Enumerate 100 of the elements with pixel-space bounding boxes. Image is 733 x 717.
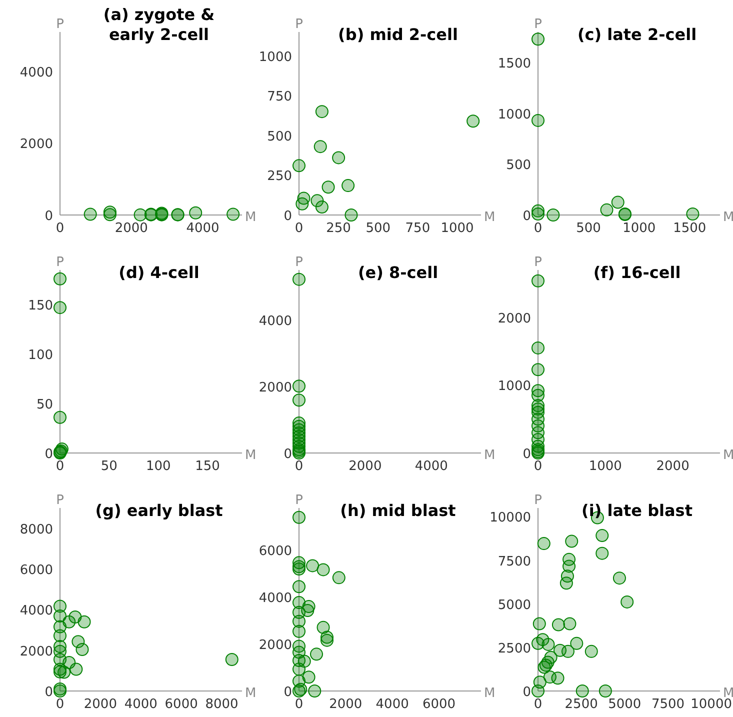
y-axis-title: P bbox=[56, 17, 64, 32]
x-axis-title: M bbox=[245, 686, 256, 701]
point bbox=[620, 595, 634, 608]
y-tick-label: 50 bbox=[36, 398, 53, 413]
chart-title: (c) late 2-cell bbox=[577, 25, 697, 44]
y-tick-label: 1000 bbox=[258, 50, 292, 65]
x-tick-label: 750 bbox=[405, 221, 430, 236]
y-tick-label: 500 bbox=[506, 158, 531, 174]
point bbox=[532, 274, 544, 288]
point bbox=[54, 684, 66, 698]
point bbox=[314, 140, 327, 154]
x-tick-label: 4000 bbox=[186, 221, 220, 236]
point bbox=[76, 643, 89, 656]
x-tick-label: 0 bbox=[534, 459, 542, 474]
y-axis-title: P bbox=[56, 255, 64, 270]
x-tick-label: 2000 bbox=[348, 459, 382, 474]
y-tick-label: 2000 bbox=[258, 638, 292, 654]
chart-title: (d) 4-cell bbox=[118, 263, 200, 282]
y-tick-label: 2000 bbox=[20, 137, 53, 152]
y-tick-label: 750 bbox=[267, 90, 292, 105]
x-tick-label: 1000 bbox=[622, 221, 656, 236]
x-tick-label: 0 bbox=[56, 221, 64, 236]
point bbox=[68, 610, 82, 624]
y-tick-label: 6000 bbox=[258, 544, 292, 560]
chart-title: (g) early blast bbox=[95, 501, 224, 520]
point bbox=[54, 629, 66, 642]
y-tick-label: 7500 bbox=[498, 554, 531, 570]
point bbox=[225, 652, 238, 666]
y-tick-label: 0 bbox=[284, 685, 292, 700]
point bbox=[532, 363, 544, 376]
x-tick-label: 250 bbox=[326, 221, 351, 236]
point bbox=[552, 618, 565, 632]
point bbox=[308, 684, 322, 698]
point bbox=[570, 636, 584, 650]
x-tick-label: 1000 bbox=[588, 459, 622, 474]
chart-title: (f) 16-cell bbox=[593, 263, 681, 282]
x-tick-label: 1500 bbox=[673, 221, 706, 236]
x-tick-label: 50 bbox=[100, 459, 118, 474]
y-tick-label: 4000 bbox=[258, 314, 292, 329]
y-tick-label: 0 bbox=[44, 447, 53, 462]
point bbox=[612, 572, 626, 585]
chart-title: (h) mid blast bbox=[340, 501, 456, 520]
point bbox=[298, 654, 311, 668]
point bbox=[466, 114, 480, 128]
point bbox=[292, 624, 306, 638]
point bbox=[292, 562, 306, 576]
point bbox=[315, 105, 328, 118]
x-tick-label: 4000 bbox=[376, 697, 409, 712]
x-tick-label: 500 bbox=[366, 221, 391, 236]
point bbox=[292, 580, 306, 594]
y-tick-label: 500 bbox=[267, 129, 292, 144]
x-tick-label: 1000 bbox=[440, 221, 474, 236]
point bbox=[296, 197, 309, 210]
y-axis-title: P bbox=[295, 17, 304, 32]
x-tick-label: 150 bbox=[195, 459, 220, 474]
point bbox=[546, 208, 560, 222]
x-axis-title: M bbox=[245, 210, 256, 225]
point bbox=[584, 644, 598, 658]
point bbox=[332, 571, 346, 584]
x-axis-title: M bbox=[245, 448, 256, 463]
x-tick-label: 2000 bbox=[84, 697, 117, 712]
y-tick-label: 4000 bbox=[20, 604, 53, 619]
y-tick-label: 2000 bbox=[20, 644, 53, 660]
point bbox=[532, 207, 544, 220]
y-tick-label: 4000 bbox=[258, 591, 292, 606]
point bbox=[542, 638, 555, 651]
y-tick-label: 2000 bbox=[258, 380, 292, 396]
x-tick-label: 5000 bbox=[608, 697, 642, 712]
point bbox=[70, 662, 83, 676]
point bbox=[561, 644, 574, 658]
x-axis-title: M bbox=[723, 210, 733, 225]
y-tick-label: 6000 bbox=[20, 563, 53, 578]
point bbox=[292, 510, 306, 524]
y-tick-label: 8000 bbox=[20, 522, 53, 538]
point bbox=[315, 200, 328, 214]
y-tick-label: 150 bbox=[28, 298, 53, 314]
point bbox=[532, 341, 544, 354]
x-tick-label: 7500 bbox=[651, 697, 685, 712]
point bbox=[58, 666, 71, 679]
point bbox=[596, 546, 609, 560]
x-tick-label: 0 bbox=[534, 697, 542, 712]
point bbox=[532, 617, 546, 630]
x-tick-label: 2500 bbox=[564, 697, 598, 712]
x-tick-label: 10000 bbox=[690, 697, 732, 712]
point bbox=[611, 196, 624, 209]
y-axis-title: P bbox=[295, 255, 304, 270]
point bbox=[551, 672, 564, 685]
point bbox=[316, 620, 330, 634]
y-tick-label: 0 bbox=[284, 209, 292, 224]
point bbox=[532, 636, 544, 650]
x-tick-label: 4000 bbox=[414, 459, 448, 474]
y-tick-label: 2000 bbox=[498, 311, 531, 326]
y-tick-label: 0 bbox=[284, 447, 292, 462]
y-axis-title: P bbox=[295, 493, 304, 508]
y-tick-label: 0 bbox=[44, 685, 53, 700]
x-axis-title: M bbox=[484, 210, 496, 225]
x-tick-label: 0 bbox=[56, 697, 64, 712]
x-tick-label: 0 bbox=[294, 459, 304, 474]
point bbox=[320, 634, 334, 647]
x-tick-label: 2000 bbox=[114, 221, 148, 236]
